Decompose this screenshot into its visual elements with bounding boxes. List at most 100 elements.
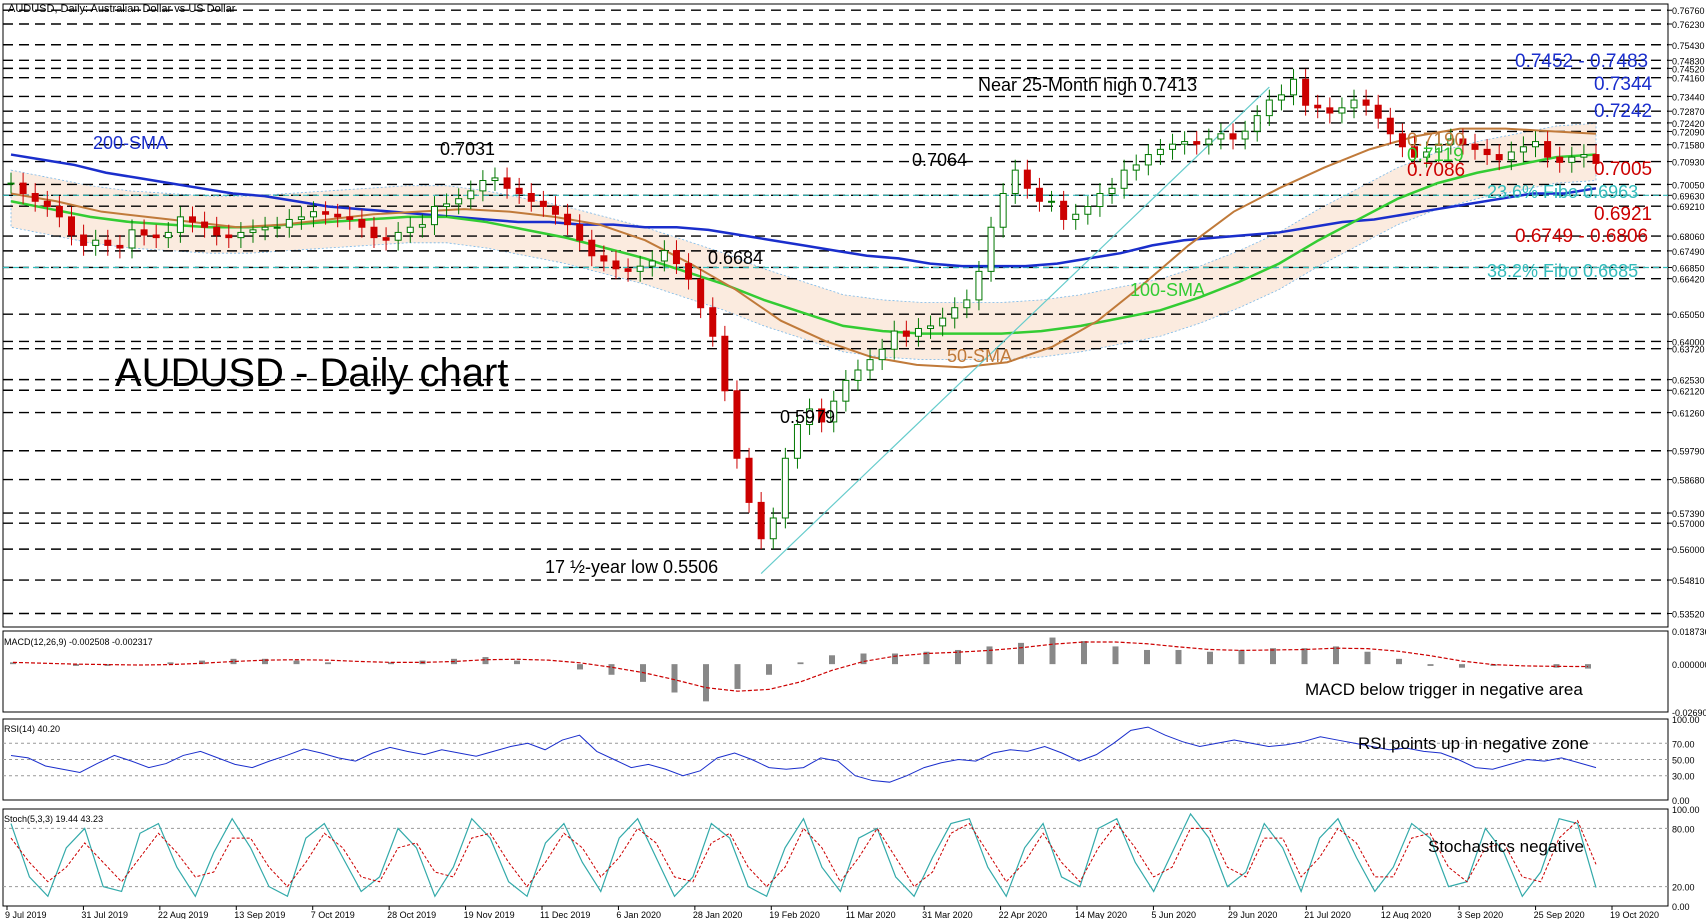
x-tick-13: 22 Apr 2020 (999, 910, 1048, 919)
candle-body-111 (1350, 99, 1358, 109)
candle-body-77 (939, 317, 947, 327)
candle-body-48 (588, 239, 596, 257)
y-tick-12: 0.70050 (1672, 180, 1705, 190)
y-tick-5: 0.74160 (1672, 74, 1705, 84)
annotation-25-month-high: Near 25-Month high 0.7413 (978, 75, 1197, 95)
candle-body-107 (1302, 78, 1310, 106)
candle-body-36 (443, 203, 451, 207)
annotation-0-7064: 0.7064 (912, 150, 967, 170)
y-tick-4: 0.74520 (1672, 64, 1705, 74)
y-tick-17: 0.66850 (1672, 263, 1705, 273)
candle-body-89 (1084, 205, 1092, 215)
candle-body-98 (1193, 141, 1201, 145)
y-tick-18: 0.66420 (1672, 275, 1705, 285)
candle-body-103 (1253, 115, 1261, 132)
right-label-0: 0.7452 - 0.7483 (1515, 51, 1648, 72)
candle-body-125 (1519, 146, 1527, 153)
candle-body-33 (406, 226, 414, 233)
candle-body-8 (104, 239, 112, 246)
candle-body-28 (346, 216, 354, 220)
candle-body-61 (745, 457, 753, 503)
candle-body-35 (430, 205, 438, 226)
annotation-0-6684: 0.6684 (708, 248, 763, 268)
candle-body-18 (225, 234, 233, 239)
candle-body-37 (455, 198, 463, 205)
candle-body-32 (394, 231, 402, 241)
candle-body-78 (951, 307, 959, 319)
candle-body-129 (1568, 156, 1576, 163)
stoch-y-tick-2: 20.00 (1672, 883, 1695, 893)
candle-body-10 (128, 229, 136, 249)
x-tick-4: 7 Oct 2019 (311, 910, 355, 919)
candle-body-99 (1205, 138, 1213, 145)
candle-body-82 (999, 192, 1007, 228)
macd-y-tick-2: -0.026907 (1672, 708, 1706, 718)
candle-body-13 (164, 231, 172, 239)
candle-body-94 (1144, 154, 1152, 166)
candle-body-114 (1386, 117, 1394, 135)
y-tick-29: 0.56000 (1672, 545, 1705, 555)
candle-body-123 (1495, 154, 1503, 161)
candle-body-96 (1169, 143, 1177, 150)
x-tick-5: 28 Oct 2019 (387, 910, 436, 919)
rsi-line (10, 726, 1597, 783)
x-tick-2: 22 Aug 2019 (158, 910, 209, 919)
candle-body-76 (927, 325, 935, 329)
y-tick-21: 0.63720 (1672, 345, 1705, 355)
candle-body-86 (1048, 200, 1056, 203)
candle-body-108 (1314, 104, 1322, 109)
x-tick-9: 28 Jan 2020 (693, 910, 743, 919)
stoch-k-line (10, 812, 1597, 898)
candle-body-58 (709, 307, 717, 337)
x-tick-18: 12 Aug 2020 (1381, 910, 1432, 919)
candle-body-120 (1459, 138, 1467, 145)
rsi-y-tick-4: 0.00 (1672, 796, 1690, 806)
y-tick-3: 0.74830 (1672, 56, 1705, 66)
annotation-0-5979: 0.5979 (780, 407, 835, 427)
right-label-7: 23.6% Fibo 0.6963 (1487, 182, 1638, 202)
candle-body-56 (685, 263, 693, 280)
candle-body-59 (721, 335, 729, 392)
stoch-title: Stoch(5,3,3) 19.44 43.23 (4, 814, 103, 824)
candle-body-104 (1265, 99, 1273, 117)
y-tick-20: 0.64000 (1672, 337, 1705, 347)
stoch-d-line (10, 819, 1597, 888)
candle-body-87 (1060, 200, 1068, 220)
y-tick-13: 0.69630 (1672, 191, 1705, 201)
candle-body-110 (1338, 107, 1346, 114)
macd-signal-line (12, 641, 1589, 692)
candle-body-15 (188, 216, 196, 223)
y-tick-6: 0.73440 (1672, 92, 1705, 102)
candle-body-42 (515, 187, 523, 194)
annotation-17-year-low: 17 ½-year low 0.5506 (545, 557, 718, 577)
right-label-8: 0.6921 (1594, 204, 1652, 225)
candle-body-5 (67, 216, 75, 236)
candle-body-38 (467, 190, 475, 200)
candle-body-73 (890, 330, 898, 350)
rsi-title: RSI(14) 40.20 (4, 724, 60, 734)
macd-y-tick-1: 0.000000 (1672, 660, 1706, 670)
candle-body-80 (975, 270, 983, 301)
rsi-y-tick-0: 100.00 (1672, 715, 1700, 725)
y-tick-9: 0.72090 (1672, 127, 1705, 137)
candle-body-34 (418, 224, 426, 228)
macd-y-tick-0: 0.018736 (1672, 627, 1706, 637)
candle-body-44 (539, 200, 547, 207)
x-tick-0: 9 Jul 2019 (5, 910, 47, 919)
candle-body-40 (491, 177, 499, 182)
y-tick-22: 0.62530 (1672, 376, 1705, 386)
y-tick-19: 0.65050 (1672, 310, 1705, 320)
y-tick-14: 0.69210 (1672, 202, 1705, 212)
right-label-4: 0.7119 (1407, 145, 1464, 166)
candle-body-113 (1374, 104, 1382, 119)
candle-body-6 (80, 234, 88, 246)
candle-body-106 (1290, 78, 1298, 96)
candle-body-79 (963, 299, 971, 309)
candle-body-23 (285, 218, 293, 228)
candle-body-26 (322, 211, 330, 215)
rsi-y-tick-3: 30.00 (1672, 772, 1695, 782)
macd-title: MACD(12,26,9) -0.002508 -0.002317 (4, 637, 153, 647)
candle-body-128 (1556, 156, 1564, 163)
candle-body-64 (781, 457, 789, 519)
